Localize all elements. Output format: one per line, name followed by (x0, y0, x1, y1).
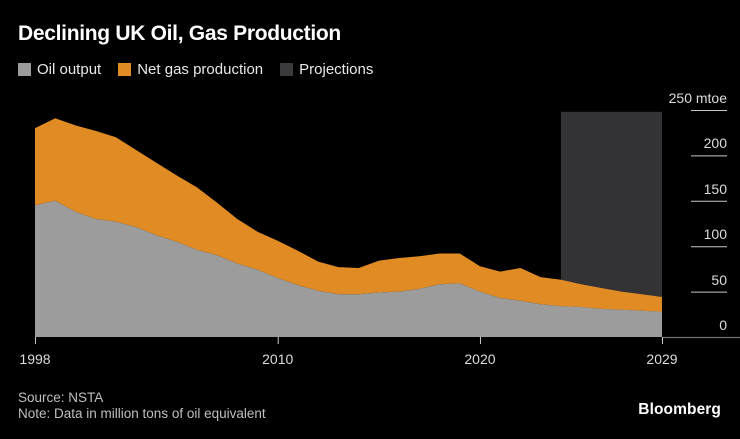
net-gas-production-swatch-icon (118, 63, 132, 76)
note-text: Note: Data in million tons of oil equiva… (18, 405, 266, 421)
legend-label: Net gas production (137, 61, 264, 78)
legend-item-projections: Projections (280, 61, 373, 78)
x-axis-label: 1998 (19, 351, 51, 367)
oil-output-area (35, 200, 662, 337)
legend-item-oil-output: Oil output (18, 61, 101, 78)
y-axis-label: 150 (703, 180, 727, 197)
legend-label: Oil output (37, 61, 102, 78)
y-axis-label: 50 (711, 271, 727, 288)
oil-output-swatch-icon (18, 63, 31, 76)
y-axis-label: 0 (719, 317, 727, 333)
chart-title: Declining UK Oil, Gas Production (18, 22, 341, 45)
net-gas-production-area (35, 118, 662, 312)
y-axis-label: 200 (703, 135, 727, 152)
chart-legend: Oil output Net gas production Projection… (18, 61, 373, 78)
source-note-block: Source: NSTA Note: Data in million tons … (18, 390, 266, 421)
x-axis-label: 2020 (464, 351, 496, 367)
bloomberg-logo: Bloomberg (638, 401, 721, 418)
x-axis-label: 2029 (646, 351, 678, 367)
x-axis-label: 2010 (262, 351, 294, 367)
source-text: Source: NSTA (18, 390, 104, 405)
y-axis-label: 100 (703, 226, 727, 243)
y-axis-label: 250 mtoe (668, 90, 727, 106)
legend-label: Projections (299, 61, 374, 78)
legend-item-net-gas-production: Net gas production (118, 61, 263, 78)
projections-swatch-icon (280, 63, 294, 76)
